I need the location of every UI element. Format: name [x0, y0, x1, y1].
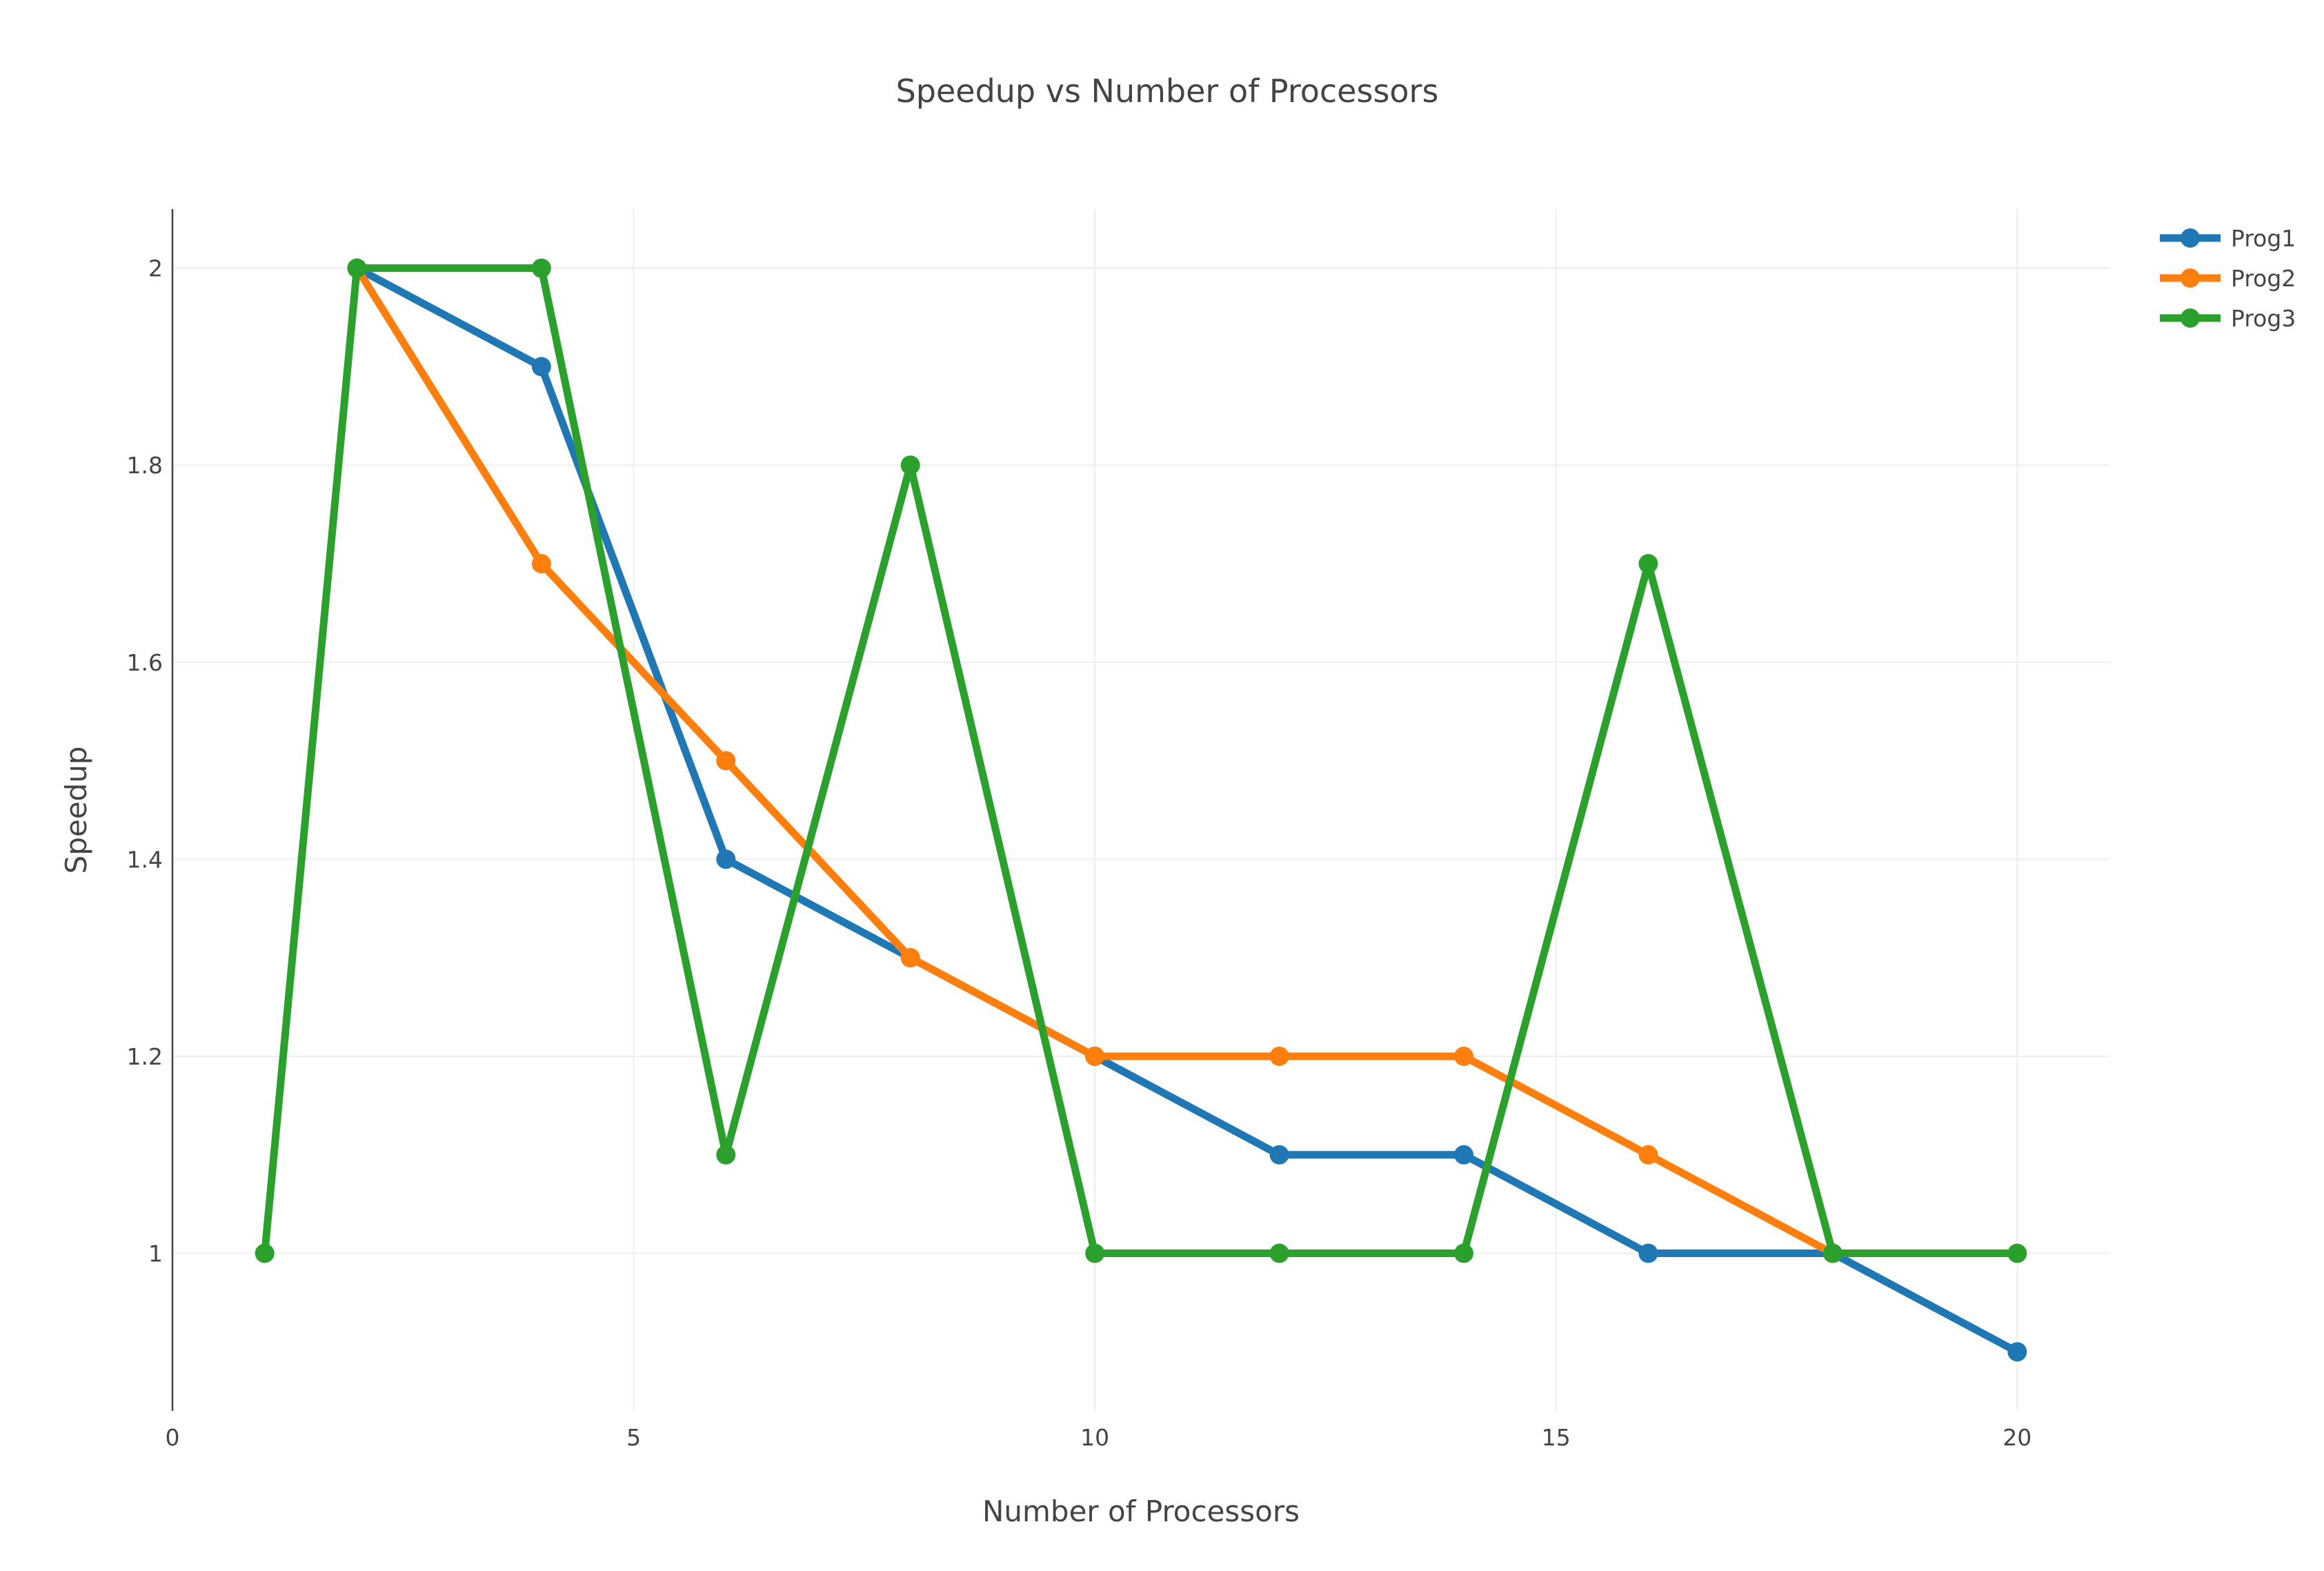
series-line — [261, 264, 2021, 1258]
legend-label: Prog1 — [2231, 225, 2296, 252]
chart-title: Speedup vs Number of Processors — [896, 72, 1439, 110]
data-point — [1454, 1243, 1473, 1263]
y-tick-label: 1 — [148, 1241, 163, 1267]
data-point — [1823, 1243, 1843, 1263]
legend-item-prog3[interactable]: Prog3 — [2160, 305, 2296, 332]
legend-item-prog1[interactable]: Prog1 — [2160, 225, 2296, 252]
data-point — [1269, 1145, 1289, 1165]
data-point — [716, 849, 736, 869]
data-point — [2007, 1243, 2027, 1263]
y-tick-label: 1.4 — [127, 846, 163, 873]
data-point — [531, 258, 551, 278]
data-point — [1454, 1046, 1473, 1066]
data-point — [2007, 1342, 2027, 1362]
data-point — [716, 1145, 736, 1165]
data-point — [531, 554, 551, 574]
y-tick-label: 1.8 — [127, 452, 163, 479]
series-line — [352, 264, 2021, 1356]
data-point — [531, 357, 551, 377]
x-tick-label: 5 — [626, 1424, 641, 1451]
data-point — [1638, 1243, 1658, 1263]
data-point — [1085, 1243, 1105, 1263]
y-tick-label: 1.6 — [127, 649, 163, 676]
tick-layer: 0 5 10 15 20 1 1.2 1.4 1.6 1.8 2 — [127, 255, 2032, 1451]
legend-swatch-marker — [2181, 268, 2200, 288]
legend-swatch-marker — [2181, 228, 2200, 248]
series-prog3 — [255, 258, 2027, 1263]
data-point — [900, 455, 920, 475]
data-point — [1454, 1145, 1473, 1165]
data-point — [1085, 1046, 1105, 1066]
data-point — [347, 258, 367, 278]
series-layer — [255, 258, 2027, 1362]
legend-swatch-marker — [2181, 308, 2200, 328]
y-tick-label: 2 — [148, 255, 163, 282]
legend-label: Prog2 — [2231, 265, 2296, 292]
legend[interactable]: Prog1 Prog2 Prog3 — [2160, 225, 2296, 332]
data-point — [900, 948, 920, 968]
data-point — [1638, 1145, 1658, 1165]
data-point — [716, 751, 736, 771]
x-axis-title: Number of Processors — [982, 1494, 1300, 1528]
data-point — [1269, 1243, 1289, 1263]
x-tick-label: 10 — [1080, 1424, 1109, 1451]
y-tick-label: 1.2 — [127, 1043, 163, 1070]
legend-label: Prog3 — [2231, 305, 2296, 332]
x-tick-label: 0 — [166, 1424, 180, 1451]
legend-item-prog2[interactable]: Prog2 — [2160, 265, 2296, 292]
y-axis-title: Speedup — [59, 747, 93, 874]
data-point — [1269, 1046, 1289, 1066]
x-tick-label: 20 — [2003, 1424, 2032, 1451]
data-point — [255, 1243, 275, 1263]
x-tick-label: 15 — [1542, 1424, 1571, 1451]
data-point — [1638, 554, 1658, 574]
grid-layer — [172, 209, 2109, 1411]
series-prog2 — [347, 258, 1843, 1263]
series-prog1 — [347, 258, 2027, 1362]
